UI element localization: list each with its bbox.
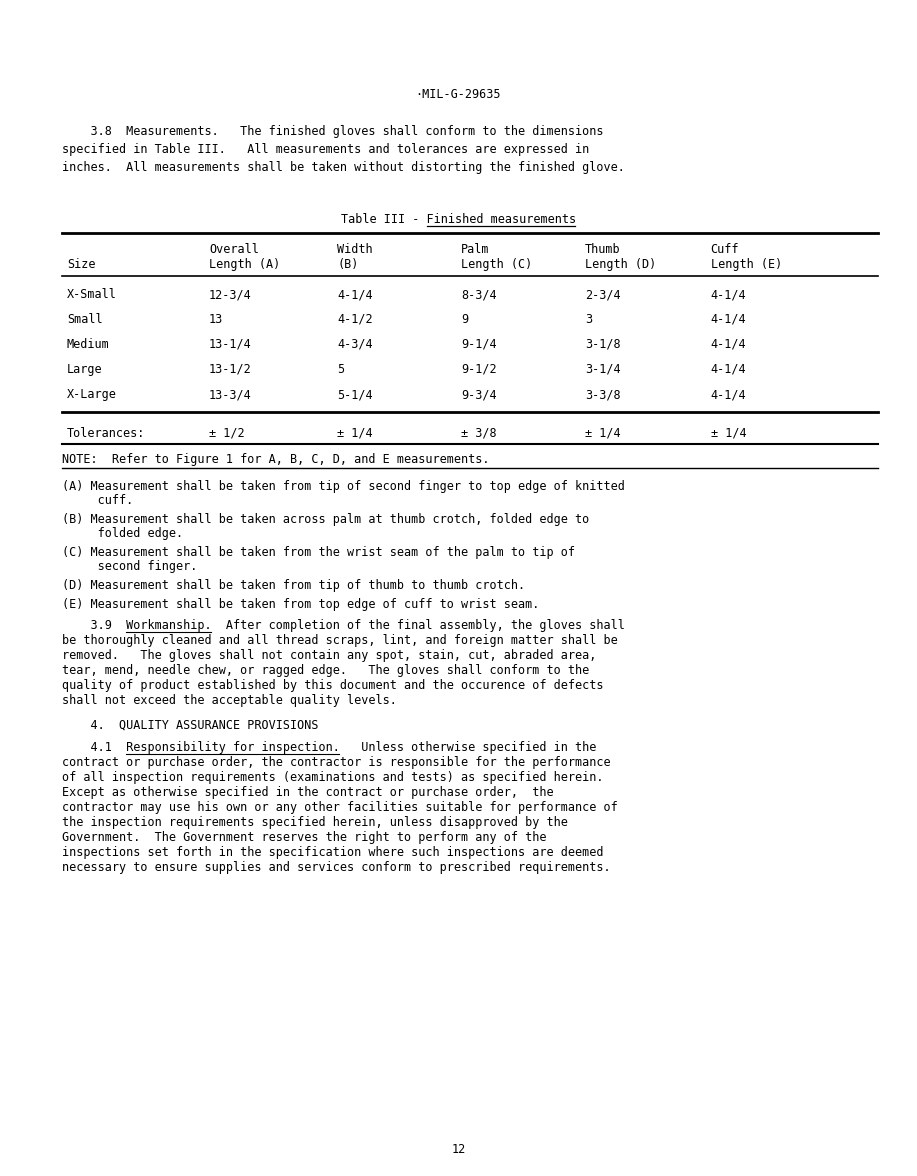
Text: 4-1/4: 4-1/4 — [711, 313, 746, 326]
Text: 3.9  Workmanship.  After completion of the final assembly, the gloves shall: 3.9 Workmanship. After completion of the… — [62, 619, 625, 632]
Text: Length (C): Length (C) — [461, 258, 533, 270]
Text: (B): (B) — [337, 258, 359, 270]
Text: (A) Measurement shall be taken from tip of second finger to top edge of knitted: (A) Measurement shall be taken from tip … — [62, 480, 625, 493]
Text: (B) Measurement shall be taken across palm at thumb crotch, folded edge to: (B) Measurement shall be taken across pa… — [62, 513, 590, 526]
Text: Cuff: Cuff — [711, 243, 739, 256]
Text: 4-1/4: 4-1/4 — [711, 338, 746, 350]
Text: Size: Size — [67, 258, 95, 270]
Text: necessary to ensure supplies and services conform to prescribed requirements.: necessary to ensure supplies and service… — [62, 861, 611, 874]
Text: Length (D): Length (D) — [585, 258, 657, 270]
Text: removed.   The gloves shall not contain any spot, stain, cut, abraded area,: removed. The gloves shall not contain an… — [62, 649, 597, 662]
Text: be thoroughly cleaned and all thread scraps, lint, and foreign matter shall be: be thoroughly cleaned and all thread scr… — [62, 634, 618, 647]
Text: 9: 9 — [461, 313, 469, 326]
Text: Overall: Overall — [209, 243, 259, 256]
Text: 13-1/4: 13-1/4 — [209, 338, 252, 350]
Text: contractor may use his own or any other facilities suitable for performance of: contractor may use his own or any other … — [62, 801, 618, 814]
Text: 3-3/8: 3-3/8 — [585, 388, 621, 401]
Text: ± 1/2: ± 1/2 — [209, 427, 245, 440]
Text: ± 1/4: ± 1/4 — [337, 427, 373, 440]
Text: 4-3/4: 4-3/4 — [337, 338, 373, 350]
Text: contract or purchase order, the contractor is responsible for the performance: contract or purchase order, the contract… — [62, 756, 611, 769]
Text: ± 1/4: ± 1/4 — [711, 427, 746, 440]
Text: Length (E): Length (E) — [711, 258, 782, 270]
Text: 3-1/8: 3-1/8 — [585, 338, 621, 350]
Text: (E) Measurement shall be taken from top edge of cuff to wrist seam.: (E) Measurement shall be taken from top … — [62, 599, 540, 612]
Text: tear, mend, needle chew, or ragged edge.   The gloves shall conform to the: tear, mend, needle chew, or ragged edge.… — [62, 664, 590, 677]
Text: Palm: Palm — [461, 243, 490, 256]
Text: second finger.: second finger. — [62, 560, 198, 573]
Text: of all inspection requirements (examinations and tests) as specified herein.: of all inspection requirements (examinat… — [62, 771, 604, 784]
Text: 4-1/4: 4-1/4 — [711, 288, 746, 301]
Text: Tolerances:: Tolerances: — [67, 427, 145, 440]
Text: 5-1/4: 5-1/4 — [337, 388, 373, 401]
Text: (D) Measurement shall be taken from tip of thumb to thumb crotch.: (D) Measurement shall be taken from tip … — [62, 579, 525, 592]
Text: Thumb: Thumb — [585, 243, 621, 256]
Text: ·MIL-G-29635: ·MIL-G-29635 — [415, 88, 502, 101]
Text: 5: 5 — [337, 363, 345, 376]
Text: Length (A): Length (A) — [209, 258, 281, 270]
Text: Medium: Medium — [67, 338, 110, 350]
Text: quality of product established by this document and the occurence of defects: quality of product established by this d… — [62, 679, 604, 691]
Text: 4-1/4: 4-1/4 — [337, 288, 373, 301]
Text: inches.  All measurements shall be taken without distorting the finished glove.: inches. All measurements shall be taken … — [62, 161, 625, 174]
Text: 3: 3 — [585, 313, 592, 326]
Text: Government.  The Government reserves the right to perform any of the: Government. The Government reserves the … — [62, 831, 547, 844]
Text: 9-1/4: 9-1/4 — [461, 338, 497, 350]
Text: ± 3/8: ± 3/8 — [461, 427, 497, 440]
Text: X-Small: X-Small — [67, 288, 116, 301]
Text: 8-3/4: 8-3/4 — [461, 288, 497, 301]
Text: ± 1/4: ± 1/4 — [585, 427, 621, 440]
Text: 4-1/2: 4-1/2 — [337, 313, 373, 326]
Text: (C) Measurement shall be taken from the wrist seam of the palm to tip of: (C) Measurement shall be taken from the … — [62, 546, 575, 559]
Text: 4.1  Responsibility for inspection.   Unless otherwise specified in the: 4.1 Responsibility for inspection. Unles… — [62, 741, 597, 754]
Text: 12: 12 — [451, 1143, 466, 1156]
Text: specified in Table III.   All measurements and tolerances are expressed in: specified in Table III. All measurements… — [62, 143, 590, 156]
Text: Except as otherwise specified in the contract or purchase order,  the: Except as otherwise specified in the con… — [62, 786, 554, 799]
Text: shall not exceed the acceptable quality levels.: shall not exceed the acceptable quality … — [62, 694, 397, 707]
Text: Table III - Finished measurements: Table III - Finished measurements — [341, 213, 576, 226]
Text: 4-1/4: 4-1/4 — [711, 363, 746, 376]
Text: 4.  QUALITY ASSURANCE PROVISIONS: 4. QUALITY ASSURANCE PROVISIONS — [62, 719, 319, 731]
Text: 13: 13 — [209, 313, 224, 326]
Text: NOTE:  Refer to Figure 1 for A, B, C, D, and E measurements.: NOTE: Refer to Figure 1 for A, B, C, D, … — [62, 453, 490, 466]
Text: Large: Large — [67, 363, 103, 376]
Text: X-Large: X-Large — [67, 388, 116, 401]
Text: the inspection requirements specified herein, unless disapproved by the: the inspection requirements specified he… — [62, 816, 569, 829]
Text: 2-3/4: 2-3/4 — [585, 288, 621, 301]
Text: folded edge.: folded edge. — [62, 527, 183, 540]
Text: 13-1/2: 13-1/2 — [209, 363, 252, 376]
Text: 4-1/4: 4-1/4 — [711, 388, 746, 401]
Text: Small: Small — [67, 313, 103, 326]
Text: 3.8  Measurements.   The finished gloves shall conform to the dimensions: 3.8 Measurements. The finished gloves sh… — [62, 125, 604, 138]
Text: 13-3/4: 13-3/4 — [209, 388, 252, 401]
Text: cuff.: cuff. — [62, 494, 134, 507]
Text: 9-3/4: 9-3/4 — [461, 388, 497, 401]
Text: 12-3/4: 12-3/4 — [209, 288, 252, 301]
Text: 3-1/4: 3-1/4 — [585, 363, 621, 376]
Text: Width: Width — [337, 243, 373, 256]
Text: inspections set forth in the specification where such inspections are deemed: inspections set forth in the specificati… — [62, 846, 604, 858]
Text: 9-1/2: 9-1/2 — [461, 363, 497, 376]
